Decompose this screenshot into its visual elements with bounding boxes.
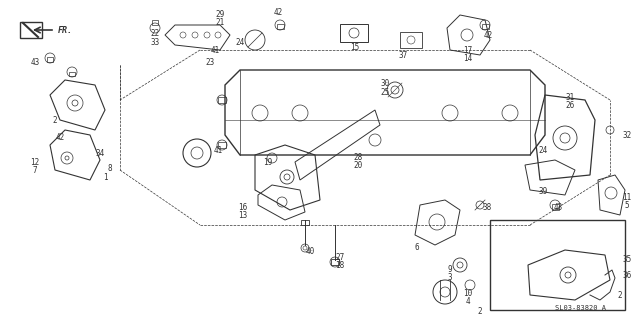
Text: 24: 24 <box>236 37 244 46</box>
Text: 7: 7 <box>32 165 37 174</box>
Bar <box>47 57 53 62</box>
Text: 34: 34 <box>95 148 105 157</box>
Bar <box>218 142 226 148</box>
Text: 6: 6 <box>415 244 419 252</box>
Text: 32: 32 <box>622 131 632 140</box>
Text: 3: 3 <box>448 274 452 283</box>
Text: 41: 41 <box>213 146 223 155</box>
Text: 2: 2 <box>53 116 57 124</box>
Text: FR.: FR. <box>58 26 73 35</box>
Bar <box>277 24 284 29</box>
Text: 10: 10 <box>464 289 472 298</box>
Text: 43: 43 <box>30 58 39 67</box>
Text: 28: 28 <box>353 153 363 162</box>
Text: 2: 2 <box>478 308 483 316</box>
Text: 20: 20 <box>353 161 363 170</box>
Text: 37: 37 <box>398 51 408 60</box>
Text: 41: 41 <box>210 45 220 54</box>
Bar <box>552 204 559 210</box>
Text: 42: 42 <box>55 132 65 141</box>
Text: 2: 2 <box>618 291 622 300</box>
Text: 1: 1 <box>103 172 107 181</box>
Text: 43: 43 <box>553 203 563 212</box>
Text: 29: 29 <box>215 10 225 19</box>
Text: 8: 8 <box>108 164 112 172</box>
Text: 4: 4 <box>465 298 471 307</box>
Text: 21: 21 <box>215 18 225 27</box>
Text: 40: 40 <box>305 247 314 257</box>
Text: 11: 11 <box>622 194 632 203</box>
Bar <box>152 20 158 25</box>
Bar <box>218 97 226 103</box>
Text: 27: 27 <box>335 252 345 261</box>
Text: 26: 26 <box>565 100 575 109</box>
Text: 13: 13 <box>238 211 248 220</box>
Text: 33: 33 <box>150 37 159 46</box>
Bar <box>301 220 309 225</box>
Text: 39: 39 <box>538 188 547 196</box>
Text: SL03-83820 A: SL03-83820 A <box>555 305 606 311</box>
Bar <box>400 32 422 48</box>
Text: 42: 42 <box>274 7 283 17</box>
Text: 24: 24 <box>538 146 547 155</box>
Text: 14: 14 <box>464 53 472 62</box>
Text: 25: 25 <box>380 87 390 97</box>
Bar <box>482 24 489 29</box>
Text: 19: 19 <box>264 157 272 166</box>
Bar <box>20 22 42 38</box>
Text: 23: 23 <box>205 58 215 67</box>
Text: 15: 15 <box>351 43 359 52</box>
Bar <box>340 24 368 42</box>
Text: 16: 16 <box>238 203 248 212</box>
Bar <box>69 72 75 76</box>
Text: 36: 36 <box>622 270 632 279</box>
Bar <box>331 259 339 265</box>
Text: 35: 35 <box>622 255 632 265</box>
Text: 31: 31 <box>565 92 575 101</box>
Text: 42: 42 <box>483 30 493 39</box>
Text: 38: 38 <box>483 204 491 212</box>
Text: 22: 22 <box>150 28 159 37</box>
Text: 17: 17 <box>464 45 472 54</box>
Text: 18: 18 <box>335 260 345 269</box>
Text: 12: 12 <box>30 157 39 166</box>
Text: 30: 30 <box>380 78 390 87</box>
Text: 9: 9 <box>448 266 452 275</box>
Text: 5: 5 <box>625 201 629 210</box>
Bar <box>490 220 625 310</box>
